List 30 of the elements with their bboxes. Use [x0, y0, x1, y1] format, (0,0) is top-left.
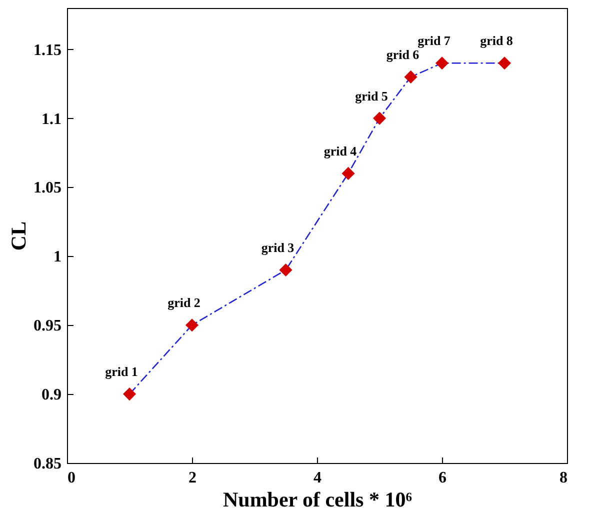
- point: [279, 263, 292, 276]
- x-tick-label: 4: [314, 470, 322, 486]
- y-tick-label: 1.1: [42, 110, 62, 128]
- x-tick-label: 8: [560, 470, 568, 486]
- x-tick-label: 2: [188, 470, 196, 486]
- point: [185, 318, 199, 332]
- y-tick-label: 1: [54, 248, 62, 266]
- annotation: grid 7: [418, 33, 451, 48]
- point: [435, 56, 449, 70]
- annotation: grid 1: [105, 364, 138, 380]
- y-tick-label: 0.9: [42, 386, 62, 404]
- point: [372, 112, 386, 125]
- point: [404, 70, 418, 84]
- x-tick-label: 6: [438, 470, 446, 486]
- y-tick-label: 0.85: [34, 456, 62, 472]
- point: [342, 166, 355, 180]
- y-tick-label: 0.95: [34, 318, 62, 335]
- point: [498, 56, 512, 70]
- annotation: grid 2: [168, 295, 200, 310]
- annotation: grid 4: [324, 143, 358, 158]
- y-tick-label: 1.15: [34, 42, 62, 59]
- x-tick-label: 0: [68, 470, 76, 486]
- y-tick-label: 1.05: [34, 180, 62, 197]
- annotation: grid 8: [480, 33, 514, 48]
- y-axis-title: CL: [6, 221, 30, 251]
- annotation: grid 6: [386, 46, 420, 62]
- point: [122, 388, 136, 401]
- annotation: grid 3: [261, 240, 295, 255]
- x-axis-title: Number of cells * 10⁶: [222, 488, 412, 512]
- annotation: grid 5: [355, 88, 388, 104]
